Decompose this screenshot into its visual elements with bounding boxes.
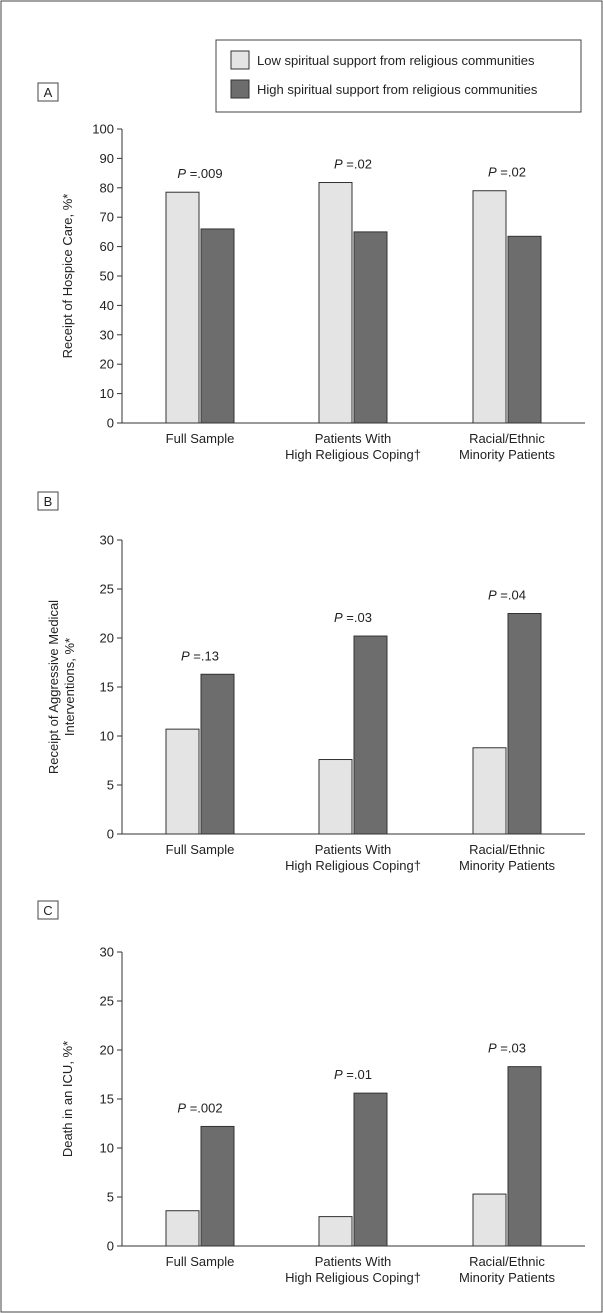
- y-tick-label: 5: [107, 1190, 114, 1205]
- y-tick-label: 0: [107, 1239, 114, 1254]
- panel-a: A 0 10 20 30 40 50 60 70 80 90 100 Receipt of Hospic…: [37, 82, 585, 462]
- y-axis-label: Death in an ICU, %*: [60, 1041, 75, 1157]
- bar-high-support: [200, 1125, 235, 1247]
- y-tick-label: 30: [100, 945, 114, 960]
- bar-low-support: [165, 728, 200, 835]
- category-label: Minority Patients: [459, 858, 556, 873]
- category-label: High Religious Coping†: [285, 858, 421, 873]
- bar-high-support: [507, 1066, 542, 1247]
- y-tick-label: 25: [100, 994, 114, 1009]
- category-label: Full Sample: [166, 431, 235, 446]
- bar-high-support: [353, 231, 388, 424]
- p-value-label: P =.02: [334, 157, 372, 172]
- p-value-label: P =.01: [334, 1067, 372, 1082]
- y-tick-label: 30: [100, 533, 114, 548]
- y-tick-label: 20: [100, 631, 114, 646]
- y-tick-label: 70: [100, 210, 114, 225]
- legend-box: [215, 39, 582, 113]
- p-value-label: P =.03: [488, 1041, 526, 1056]
- legend-label-high: High spiritual support from religious co…: [257, 82, 538, 97]
- p-value-label: P =.002: [177, 1100, 222, 1115]
- bar-high-support: [200, 673, 235, 835]
- p-value-label: P =.13: [181, 648, 219, 663]
- y-tick-label: 25: [100, 582, 114, 597]
- p-value-label: P =.03: [334, 610, 372, 625]
- p-value-label: P =.02: [488, 165, 526, 180]
- category-label: High Religious Coping†: [285, 447, 421, 462]
- p-value-label: P =.009: [177, 166, 222, 181]
- y-tick-label: 15: [100, 680, 114, 695]
- category-label: Racial/Ethnic: [469, 431, 545, 446]
- legend: Low spiritual support from religious com…: [215, 39, 582, 113]
- y-tick-label: 10: [100, 386, 114, 401]
- panel-letter: C: [43, 903, 52, 918]
- panel-letter: B: [44, 494, 53, 509]
- y-axis-label: Receipt of Aggressive Medical: [46, 600, 61, 774]
- bar-high-support: [507, 613, 542, 835]
- category-label: Racial/Ethnic: [469, 842, 545, 857]
- bar-low-support: [318, 182, 353, 424]
- bar-low-support: [318, 759, 353, 835]
- y-tick-label: 60: [100, 239, 114, 254]
- panel-b: B 0 5 10 15 20 25 30 Receipt of Aggressive Medic…: [37, 491, 585, 873]
- panel-c: C 0 5 10 15 20 25 30 Death in an ICU, %* P =.002 F…: [37, 900, 585, 1285]
- y-tick-label: 20: [100, 357, 114, 372]
- category-label: Full Sample: [166, 842, 235, 857]
- y-tick-label: 30: [100, 327, 114, 342]
- bar-low-support: [318, 1216, 353, 1247]
- y-axis-label: Receipt of Hospice Care, %*: [60, 194, 75, 359]
- p-value-label: P =.04: [488, 588, 526, 603]
- y-tick-label: 0: [107, 416, 114, 431]
- bar-high-support: [507, 235, 542, 424]
- bar-low-support: [472, 747, 507, 835]
- bar-high-support: [353, 1092, 388, 1247]
- y-tick-label: 15: [100, 1092, 114, 1107]
- category-label: Full Sample: [166, 1254, 235, 1269]
- bar-low-support: [472, 1193, 507, 1247]
- category-label: Racial/Ethnic: [469, 1254, 545, 1269]
- category-label: Minority Patients: [459, 1270, 556, 1285]
- y-tick-label: 40: [100, 298, 114, 313]
- bar-high-support: [200, 228, 235, 424]
- panel-letter-box: [37, 900, 59, 920]
- bar-low-support: [472, 190, 507, 424]
- y-tick-label: 80: [100, 180, 114, 195]
- y-axis-label: Interventions, %*: [62, 638, 77, 736]
- bar-low-support: [165, 1210, 200, 1247]
- category-label: Minority Patients: [459, 447, 556, 462]
- category-label: Patients With: [315, 431, 392, 446]
- y-tick-label: 5: [107, 778, 114, 793]
- category-label: High Religious Coping†: [285, 1270, 421, 1285]
- y-tick-label: 10: [100, 729, 114, 744]
- panel-letter-box: [37, 491, 59, 511]
- bar-low-support: [165, 191, 200, 424]
- category-label: Patients With: [315, 842, 392, 857]
- y-tick-label: 20: [100, 1043, 114, 1058]
- y-tick-label: 10: [100, 1141, 114, 1156]
- y-tick-label: 100: [92, 122, 114, 137]
- legend-label-low: Low spiritual support from religious com…: [257, 53, 535, 68]
- y-tick-label: 0: [107, 827, 114, 842]
- y-tick-label: 90: [100, 151, 114, 166]
- panel-letter: A: [44, 85, 53, 100]
- bar-high-support: [353, 635, 388, 835]
- panel-letter-box: [37, 82, 59, 102]
- legend-swatch-high: [230, 79, 250, 99]
- legend-swatch-low: [230, 50, 250, 70]
- y-tick-label: 50: [100, 269, 114, 284]
- category-label: Patients With: [315, 1254, 392, 1269]
